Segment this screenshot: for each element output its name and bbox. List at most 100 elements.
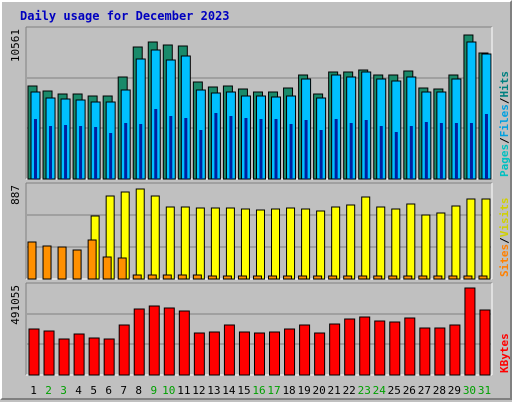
sites-bar: [283, 275, 293, 280]
visits-bar: [481, 198, 491, 280]
visits-bar: [150, 195, 160, 280]
visits-bar: [466, 198, 476, 280]
kbytes-bar: [299, 324, 311, 376]
legend-label: KBytes: [498, 333, 511, 373]
sites-bar: [42, 245, 52, 280]
pages-bar: [364, 120, 368, 179]
kbytes-bar: [133, 308, 145, 376]
legend-label: Sites/Visits: [498, 198, 511, 278]
pages-bar: [379, 126, 383, 179]
visits-bar: [316, 210, 326, 280]
x-tick-label: 8: [135, 384, 142, 397]
sites-bar: [373, 275, 383, 280]
kbytes-bar: [28, 328, 40, 376]
x-tick-label: 2: [45, 384, 52, 397]
kbytes-bar: [374, 320, 386, 376]
kbytes-bar: [88, 337, 100, 376]
x-tick-label: 16: [252, 384, 265, 397]
sites-bar: [162, 274, 172, 280]
x-tick-label: 12: [192, 384, 205, 397]
x-tick-label: 13: [207, 384, 220, 397]
kbytes-bar: [253, 332, 265, 376]
sites-bar: [343, 275, 353, 280]
visits-bar: [271, 208, 281, 280]
pages-bar: [124, 123, 128, 179]
sites-bar: [87, 239, 97, 280]
sites-bar: [418, 275, 428, 280]
pages-bar: [109, 133, 113, 179]
pages-bar: [154, 109, 158, 179]
kbytes-bar: [148, 305, 160, 376]
kbytes-bar: [329, 323, 341, 376]
visits-bar: [165, 206, 175, 280]
visits-bar: [391, 208, 401, 280]
pages-bar: [139, 124, 143, 179]
pages-bar: [64, 125, 68, 179]
visits-bar: [361, 196, 371, 280]
pages-bar: [424, 122, 428, 179]
kbytes-bar: [359, 316, 371, 376]
visits-bar: [421, 214, 431, 280]
visits-bar: [255, 209, 265, 280]
x-tick-label: 4: [75, 384, 82, 397]
x-tick-label: 15: [237, 384, 250, 397]
sites-bar: [27, 241, 37, 280]
kbytes-bar: [118, 324, 130, 376]
sites-bar: [313, 275, 323, 280]
x-tick-label: 3: [60, 384, 67, 397]
legend-text: Hits: [498, 71, 511, 98]
x-tick-label: 21: [328, 384, 341, 397]
visits-bar: [135, 188, 145, 280]
kbytes-bar: [314, 332, 326, 376]
kbytes-bar: [103, 338, 115, 376]
visits-bar: [301, 208, 311, 280]
kbytes-bar: [389, 321, 401, 376]
legend-text: Visits: [498, 198, 511, 238]
x-tick-label: 9: [150, 384, 157, 397]
sites-bar: [207, 275, 217, 280]
visits-bar: [286, 207, 296, 280]
kbytes-bar: [284, 328, 296, 376]
sites-bar: [388, 275, 398, 280]
x-tick-label: 18: [282, 384, 295, 397]
sites-bar: [237, 275, 247, 280]
visits-bar: [225, 207, 235, 280]
sites-bar: [448, 275, 458, 280]
sites-bar: [177, 274, 187, 280]
pages-bar: [79, 126, 83, 179]
pages-bar: [304, 120, 308, 179]
x-tick-label: 7: [120, 384, 127, 397]
x-tick-label: 30: [463, 384, 476, 397]
pages-bar: [439, 123, 443, 179]
x-tick-label: 11: [177, 384, 190, 397]
pages-bar: [184, 118, 188, 179]
pages-bar: [484, 114, 488, 179]
x-tick-label: 5: [90, 384, 97, 397]
sites-bar: [192, 274, 202, 280]
sites-bar: [328, 275, 338, 280]
x-tick-label: 24: [373, 384, 387, 397]
kbytes-bar: [163, 307, 175, 376]
x-tick-label: 25: [388, 384, 401, 397]
visits-bar: [346, 204, 356, 280]
sites-bar: [132, 274, 142, 280]
sites-bar: [463, 275, 473, 280]
visits-bar: [240, 208, 250, 280]
pages-bar: [454, 123, 458, 179]
kbytes-bar: [464, 287, 476, 376]
kbytes-bar: [404, 317, 416, 376]
pages-bar: [319, 130, 323, 179]
x-tick-label: 23: [358, 384, 371, 397]
pages-bar: [289, 124, 293, 179]
x-tick-label: 17: [267, 384, 280, 397]
kbytes-bar: [344, 318, 356, 376]
legend-label: Pages/Files/Hits: [498, 71, 511, 177]
pages-bar: [469, 123, 473, 179]
pages-bar: [49, 126, 53, 179]
kbytes-bar: [178, 310, 190, 376]
kbytes-bar: [208, 331, 220, 376]
pages-bar: [349, 123, 353, 179]
x-tick-label: 22: [343, 384, 356, 397]
